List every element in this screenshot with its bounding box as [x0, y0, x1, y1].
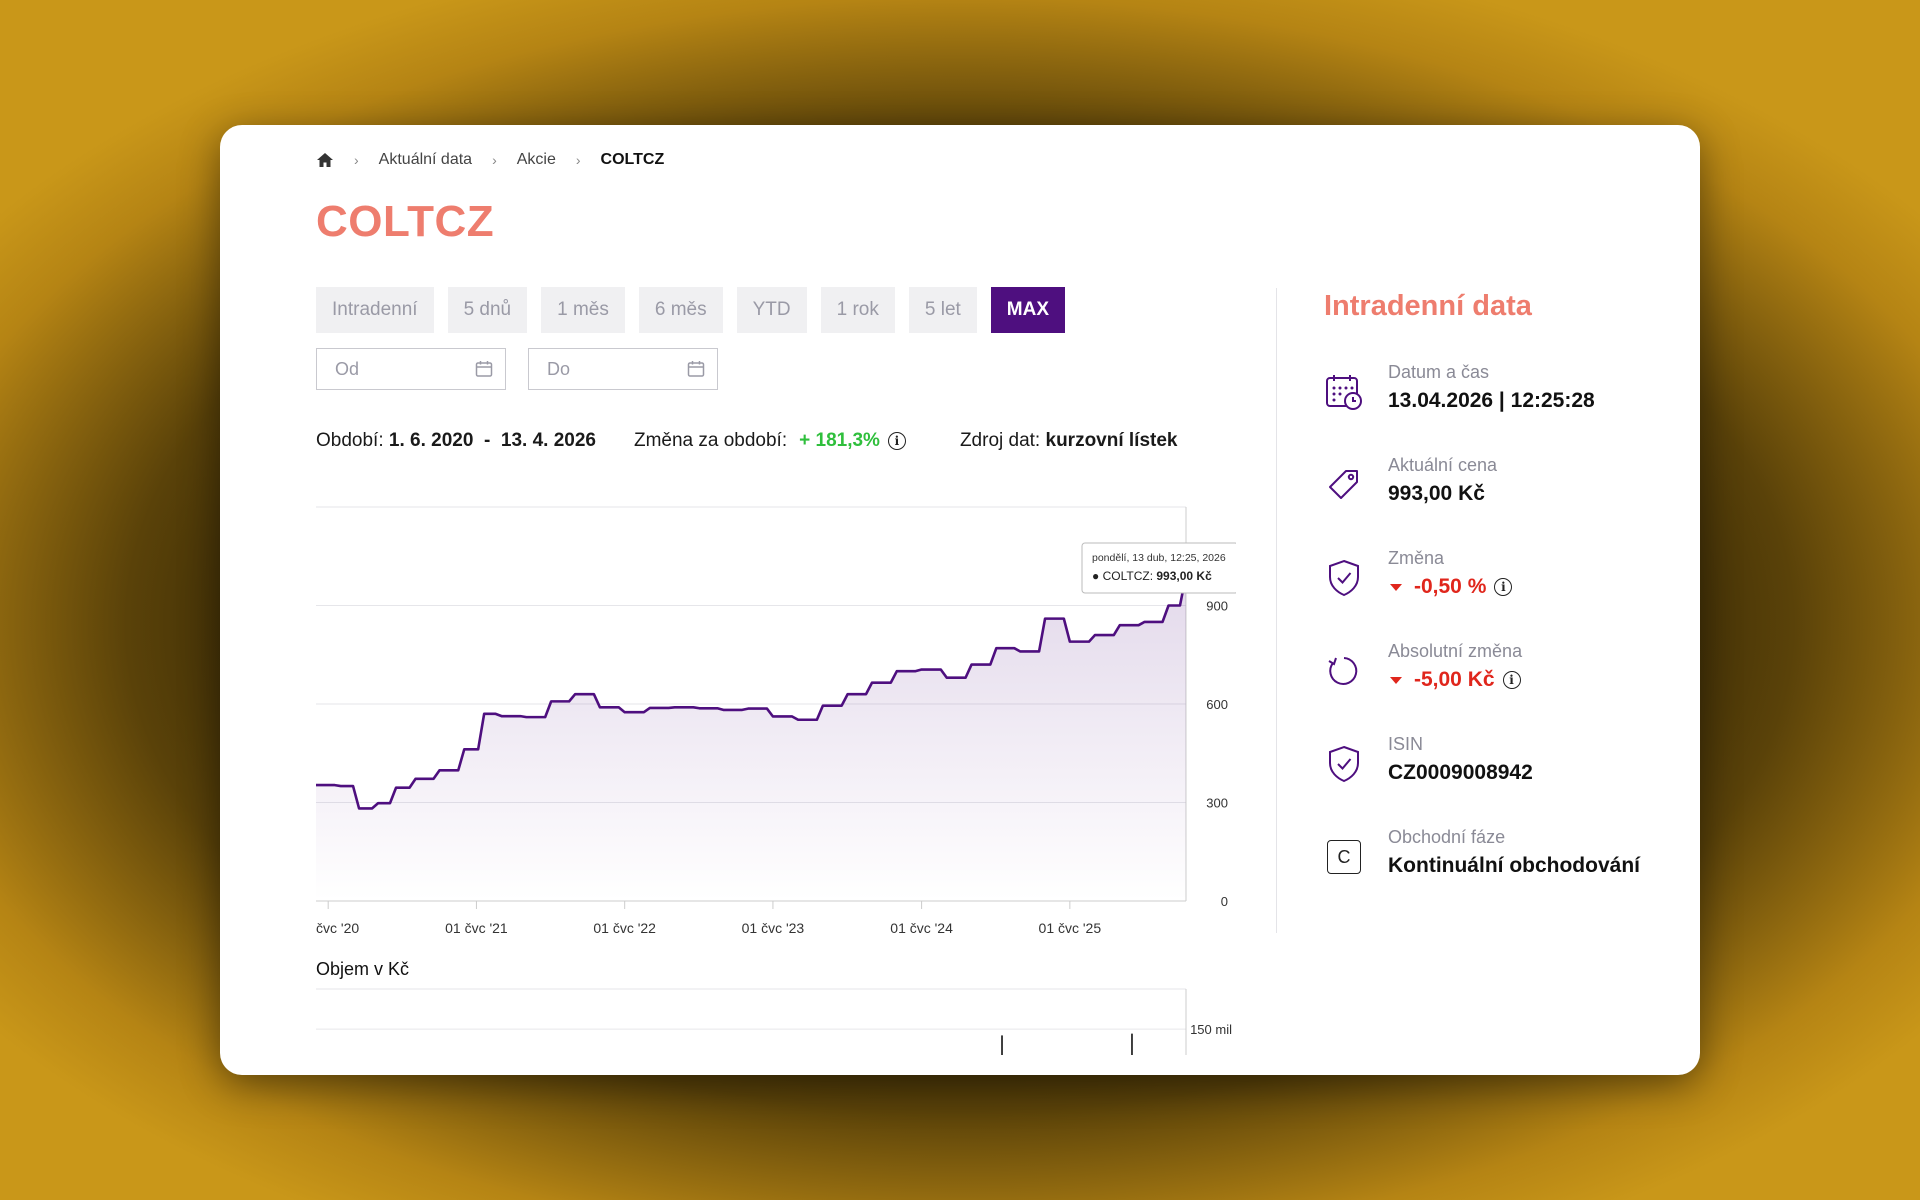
chevron-right-icon: › — [492, 152, 497, 168]
tooltip-series: ● COLTCZ: — [1092, 569, 1156, 583]
period-button-max[interactable]: MAX — [990, 287, 1066, 333]
side-panel-title: Intradenní data — [1324, 290, 1532, 322]
shield-check-icon — [1324, 744, 1364, 784]
breadcrumb: › Aktuální data › Akcie › COLTCZ — [316, 151, 664, 169]
x-tick-label: 01 čvc '25 — [1039, 920, 1102, 936]
period-summary: Období: 1. 6. 2020 - 13. 4. 2026 Změna z… — [316, 430, 1178, 452]
x-tick-label: 01 čvc '21 — [445, 920, 508, 936]
y-tick-label: 300 — [1206, 796, 1228, 811]
x-tick-label: čvc '20 — [316, 920, 359, 936]
refresh-icon — [1324, 651, 1364, 691]
info-icon[interactable]: i — [1494, 578, 1513, 596]
price-volume-chart[interactable]: 0 300 600 900 čvc '20 01 čvc '21 01 čvc '22 01 … — [315, 475, 1239, 1075]
change-value: + 181,3% — [799, 430, 880, 451]
source-value: kurzovní lístek — [1045, 430, 1178, 451]
period-button-intradenni[interactable]: Intradenní — [316, 287, 434, 333]
change-percent-value: -0,50 % i — [1388, 575, 1513, 599]
date-from-placeholder: Od — [335, 358, 360, 379]
price-tag-icon — [1324, 465, 1364, 505]
shield-check-icon — [1324, 558, 1364, 598]
info-label: Datum a čas — [1388, 362, 1490, 382]
absolute-change-value: -5,00 Kč i — [1388, 668, 1522, 692]
breadcrumb-item-aktualni-data[interactable]: Aktuální data — [378, 151, 473, 168]
info-value: CZ0009008942 — [1388, 761, 1533, 784]
period-selector: Intradenní 5 dnů 1 měs 6 měs YTD 1 rok 5… — [316, 287, 1066, 333]
change-label: Změna za období: — [633, 430, 788, 451]
tooltip-date: pondělí, 13 dub, 12:25, 2026 — [1092, 552, 1226, 564]
price-series-line — [316, 574, 1188, 810]
source-label: Zdroj dat: — [959, 430, 1041, 451]
y-tick-label: 900 — [1206, 599, 1228, 614]
y-tick-label: 600 — [1206, 697, 1228, 712]
price-area — [316, 574, 1186, 901]
tooltip-number: 993,00 Kč — [1156, 569, 1212, 583]
info-label: Absolutní změna — [1388, 641, 1523, 661]
phase-badge: C — [1327, 840, 1361, 874]
info-item-aktualni-cena: Aktuální cena 993,00 Kč — [1324, 455, 1497, 506]
period-label: Období: — [316, 430, 384, 451]
period-button-5-let[interactable]: 5 let — [908, 287, 977, 333]
info-icon[interactable]: i — [1502, 671, 1521, 689]
x-tick-label: 01 čvc '22 — [593, 920, 656, 936]
info-value: -5,00 Kč — [1414, 668, 1495, 691]
volume-y-tick-label: 150 mil — [1190, 1022, 1232, 1037]
info-value: 993,00 Kč — [1388, 482, 1485, 505]
info-item-datum-cas: Datum a čas 13.04.2026 | 12:25:28 — [1324, 362, 1595, 413]
period-button-1-mes[interactable]: 1 měs — [541, 287, 625, 333]
period-start: 1. 6. 2020 — [388, 430, 474, 451]
info-value: -0,50 % — [1414, 575, 1487, 598]
breadcrumb-item-akcie[interactable]: Akcie — [516, 151, 556, 168]
chevron-right-icon: › — [354, 152, 359, 168]
info-label: ISIN — [1388, 734, 1424, 754]
arrow-down-icon — [1390, 583, 1402, 591]
info-item-obchodni-faze: C Obchodní fáze Kontinuální obchodování — [1324, 827, 1640, 878]
calendar-clock-icon — [1324, 372, 1364, 412]
tooltip-box — [1081, 542, 1239, 594]
info-label: Obchodní fáze — [1388, 827, 1506, 847]
x-tick-label: 01 čvc '24 — [890, 920, 953, 936]
chevron-right-icon: › — [575, 152, 581, 168]
breadcrumb-current: COLTCZ — [600, 151, 665, 168]
period-button-1-rok[interactable]: 1 rok — [820, 287, 895, 333]
calendar-icon[interactable] — [687, 360, 705, 378]
info-value: Kontinuální obchodování — [1388, 854, 1640, 877]
calendar-icon[interactable] — [475, 360, 493, 378]
price-tooltip: pondělí, 13 dub, 12:25, 2026 ● COLTCZ: 99… — [1081, 542, 1239, 594]
date-to-input[interactable]: Do — [528, 348, 718, 390]
x-tick-label: 01 čvc '23 — [742, 920, 805, 936]
info-item-zmena: Změna -0,50 % i — [1324, 548, 1513, 599]
period-button-6-mes[interactable]: 6 měs — [638, 287, 723, 333]
info-label: Změna — [1388, 548, 1445, 568]
date-from-input[interactable]: Od — [316, 348, 506, 390]
stock-detail-card: › Aktuální data › Akcie › COLTCZ COLTCZ … — [220, 125, 1700, 1075]
page-title: COLTCZ — [316, 197, 495, 246]
chart-area: 0 300 600 900 čvc '20 01 čvc '21 01 čvc '22 01 … — [315, 475, 1239, 1075]
period-separator: - — [483, 430, 491, 451]
period-button-5-dnu[interactable]: 5 dnů — [447, 287, 528, 333]
divider — [1276, 288, 1277, 933]
home-icon[interactable] — [316, 152, 334, 168]
phase-c-icon: C — [1324, 837, 1364, 877]
volume-title: Objem v Kč — [316, 959, 409, 979]
info-item-absolutni-zmena: Absolutní změna -5,00 Kč i — [1324, 641, 1522, 692]
period-end: 13. 4. 2026 — [500, 430, 596, 451]
arrow-down-icon — [1390, 676, 1402, 684]
date-range: Od Do — [316, 348, 718, 390]
date-to-placeholder: Do — [547, 358, 571, 379]
info-item-isin: ISIN CZ0009008942 — [1324, 734, 1533, 785]
tooltip-value: ● COLTCZ: 993,00 Kč — [1092, 569, 1212, 583]
y-tick-label: 0 — [1221, 894, 1228, 909]
info-label: Aktuální cena — [1388, 455, 1498, 475]
info-icon[interactable]: i — [887, 432, 906, 450]
info-value: 13.04.2026 | 12:25:28 — [1388, 389, 1595, 412]
period-button-ytd[interactable]: YTD — [736, 287, 807, 333]
